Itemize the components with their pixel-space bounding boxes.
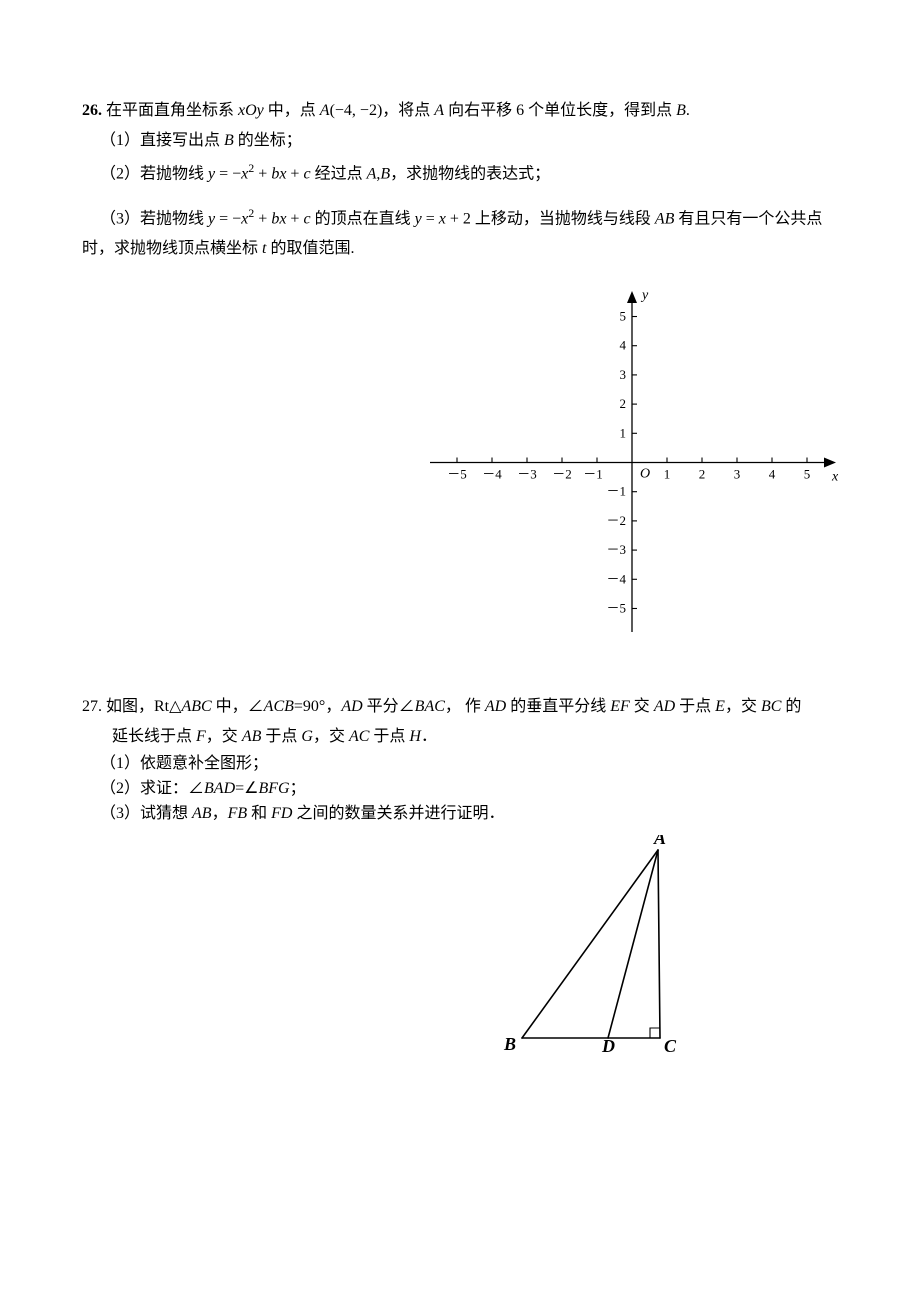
svg-text:2: 2 (699, 466, 706, 481)
q27-block: 27. 如图，Rt△ABC 中，∠ACB=90°，AD 平分∠BAC， 作 AD… (82, 680, 842, 827)
svg-text:－1: －1 (583, 466, 603, 481)
svg-text:C: C (664, 1036, 677, 1056)
q26-number: 26. (82, 102, 102, 119)
q27-stem-line-a: 27. 如图，Rt△ABC 中，∠ACB=90°，AD 平分∠BAC， 作 AD… (82, 692, 842, 722)
svg-text:O: O (640, 466, 650, 481)
q26-part1: （1）直接写出点 B 的坐标； (82, 126, 842, 156)
svg-text:2: 2 (620, 396, 627, 411)
svg-text:－3: －3 (606, 542, 626, 557)
q26-part3a: （3）若抛物线 y = −x2 + bx + c 的顶点在直线 y = x + … (82, 202, 842, 235)
q27-stem-line-b: 延长线于点 F，交 AB 于点 G，交 AC 于点 H． (82, 722, 842, 752)
svg-text:5: 5 (620, 308, 627, 323)
q27-number: 27. (82, 698, 102, 715)
chart-wrapper: －5 －4 －3 －2 －1 1 2 3 4 5 －5 －4 －3 －2 －1 1 2 3 4 5 Ox y (82, 265, 852, 680)
svg-text:x: x (831, 469, 839, 484)
svg-text:－2: －2 (606, 513, 626, 528)
svg-text:3: 3 (620, 367, 627, 382)
page: 26. 在平面直角坐标系 xOy 中，点 A(−4, −2)，将点 A 向右平移… (0, 0, 920, 1302)
svg-text:4: 4 (769, 466, 776, 481)
svg-text:－5: －5 (447, 466, 467, 481)
q26-stem-text: 在平面直角坐标系 xOy 中，点 A(−4, −2)，将点 A 向右平移 6 个… (106, 102, 690, 119)
svg-text:D: D (601, 1036, 615, 1056)
svg-text:3: 3 (734, 466, 741, 481)
svg-text:－1: －1 (606, 483, 626, 498)
triangle-diagram: A B C D (500, 835, 685, 1060)
cartesian-axes-chart: －5 －4 －3 －2 －1 1 2 3 4 5 －5 －4 －3 －2 －1 1 2 3 4 5 Ox y (422, 285, 842, 640)
svg-text:－4: －4 (482, 466, 502, 481)
svg-text:A: A (653, 835, 666, 848)
svg-text:5: 5 (804, 466, 811, 481)
q27-part2: （2）求证：∠BAD=∠BFG； (82, 777, 842, 802)
svg-text:1: 1 (664, 466, 671, 481)
q27-part3: （3）试猜想 AB，FB 和 FD 之间的数量关系并进行证明． (82, 802, 842, 827)
q26-part3b: 时，求抛物线顶点横坐标 t 的取值范围. (82, 234, 842, 264)
triangle-wrapper: A B C D (82, 827, 920, 1060)
q26-stem-line: 26. 在平面直角坐标系 xOy 中，点 A(−4, −2)，将点 A 向右平移… (82, 96, 842, 126)
svg-text:B: B (503, 1034, 516, 1054)
svg-text:－3: －3 (517, 466, 537, 481)
q27-part1: （1）依题意补全图形； (82, 752, 842, 777)
svg-text:y: y (640, 288, 649, 303)
q26-part2: （2）若抛物线 y = −x2 + bx + c 经过点 A,B，求抛物线的表达… (82, 157, 842, 190)
svg-text:－4: －4 (606, 571, 626, 586)
svg-text:4: 4 (620, 337, 627, 352)
spacer (82, 190, 842, 202)
q26-block: 26. 在平面直角坐标系 xOy 中，点 A(−4, −2)，将点 A 向右平移… (82, 96, 842, 265)
svg-text:－5: －5 (606, 600, 626, 615)
svg-text:－2: －2 (552, 466, 572, 481)
svg-text:1: 1 (620, 425, 627, 440)
